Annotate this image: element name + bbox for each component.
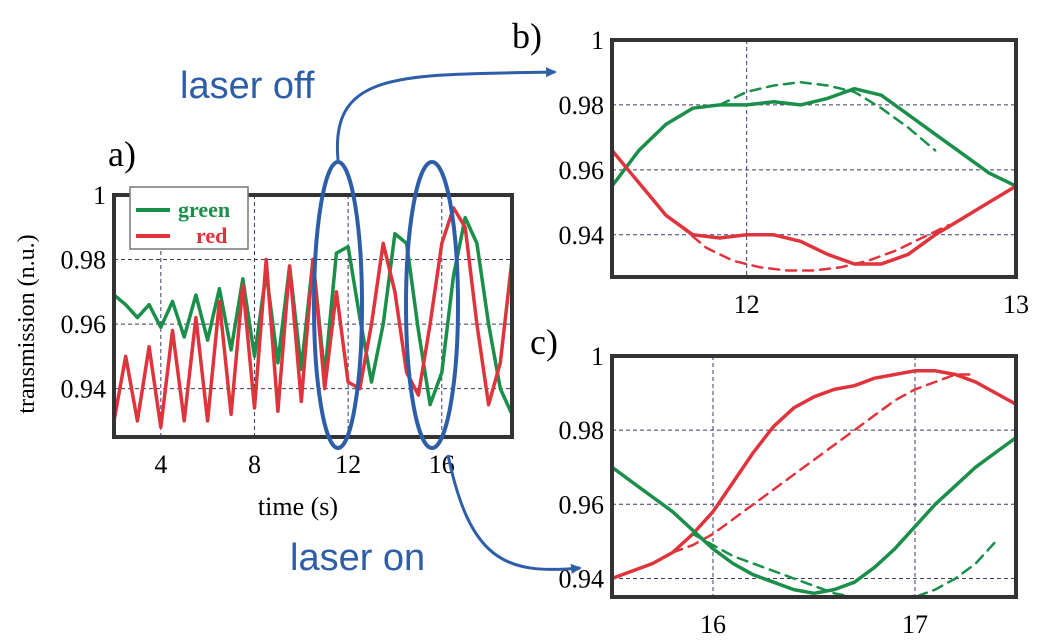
laser-on-label: laser on	[290, 537, 425, 579]
legend-label-green: green	[178, 197, 230, 222]
chart-panels: 0.94 0.96 0.98 1 4 8 12 16 a) time (s) transmissio…	[14, 16, 1029, 639]
arrow-laser-off	[335, 67, 557, 161]
y-tick-label: 0.94	[61, 375, 107, 404]
x-axis-label: time (s)	[258, 492, 338, 521]
x-tick-label: 13	[1003, 290, 1029, 319]
series-red-line	[612, 148, 1016, 266]
series-group	[612, 369, 1016, 597]
y-tick-label: 1	[591, 26, 604, 55]
x-tick-label: 12	[335, 450, 361, 479]
x-tick-label: 17	[902, 610, 928, 639]
plot-frame	[610, 354, 1018, 599]
legend-box	[129, 186, 249, 250]
laser-off-label: laser off	[180, 65, 315, 107]
y-tick-label: 0.94	[559, 221, 605, 250]
x-tick-label: 8	[248, 450, 261, 479]
series-red-fit-line	[671, 373, 977, 554]
series-group	[114, 206, 512, 430]
y-tick-label: 0.96	[61, 310, 107, 339]
series-red-line	[612, 369, 1016, 581]
y-tick-label: 0.96	[559, 156, 605, 185]
y-tick-label: 0.98	[559, 416, 605, 445]
series-green-line	[612, 435, 1016, 596]
chart-panel-b: 0.94 0.96 0.98 1 12 13 b)	[512, 16, 1029, 319]
panel-label-c: c)	[530, 322, 558, 362]
series-green-line	[612, 86, 1016, 188]
y-tick-label: 1	[591, 342, 604, 371]
laser-on-ellipse	[404, 160, 460, 450]
y-tick-label: 1	[93, 181, 106, 210]
x-tick-label: 12	[734, 290, 760, 319]
series-group	[612, 80, 1016, 272]
x-tick-label: 4	[154, 450, 167, 479]
annotation-overlays: laser off laser on	[180, 65, 582, 579]
panel-label-b: b)	[512, 16, 542, 56]
x-tick-label: 16	[700, 610, 726, 639]
series-red-line	[114, 206, 512, 430]
series-green-fit-line	[718, 80, 937, 152]
laser-off-ellipse	[312, 160, 364, 450]
y-tick-label: 0.98	[559, 91, 605, 120]
plot-frame	[610, 38, 1018, 279]
y-tick-label: 0.98	[61, 246, 107, 275]
y-tick-label: 0.96	[559, 490, 605, 519]
legend-label-red: red	[196, 223, 227, 248]
panel-label-a: a)	[108, 134, 136, 174]
arrow-laser-on	[446, 454, 582, 574]
y-axis-label: transmission (n.u.)	[14, 234, 40, 413]
series-red-fit-line	[678, 223, 950, 272]
plot-frame	[112, 193, 514, 439]
